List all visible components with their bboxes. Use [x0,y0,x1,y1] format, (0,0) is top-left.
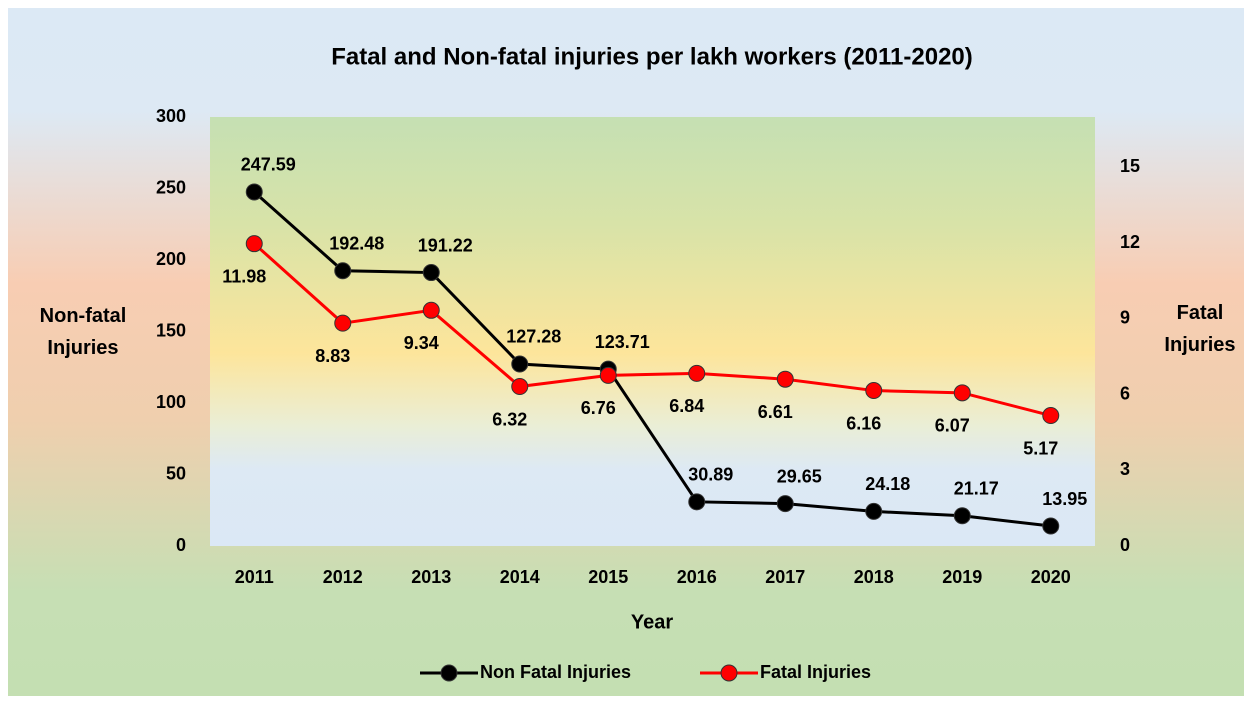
data-label: 192.48 [329,234,384,254]
point [776,370,794,388]
point [599,366,617,384]
point [511,355,529,373]
x-tick-label: 2016 [677,567,717,587]
series-line [253,242,1052,417]
point [776,495,794,513]
y-tick-label: 50 [166,463,186,483]
y-axis-title: Non-fatal Injuries [39,305,127,359]
y-tick-label: 200 [156,249,186,269]
point [422,301,440,319]
legend-marker [720,664,738,682]
y2-tick-label: 0 [1120,535,1130,555]
point [422,264,440,282]
x-tick-label: 2012 [323,567,363,587]
point [334,314,352,332]
data-label: 11.98 [222,266,266,286]
point [1042,407,1060,425]
point [245,235,263,253]
data-label: 6.32 [492,409,527,429]
y2-tick-label: 9 [1120,308,1130,328]
data-label: 13.95 [1042,489,1087,509]
data-label: 127.28 [506,327,561,347]
data-label: 6.84 [669,396,704,416]
data-label: 30.89 [688,465,733,485]
legend-marker [440,664,458,682]
legend-label: Fatal Injuries [760,662,871,682]
x-tick-label: 2015 [588,567,628,587]
y2-tick-label: 3 [1120,459,1130,479]
point [953,507,971,525]
x-tick-label: 2017 [765,567,805,587]
point [334,262,352,280]
point [865,502,883,520]
x-tick-label: 2018 [854,567,894,587]
data-label: 9.34 [404,333,439,353]
y-tick-label: 0 [176,535,186,555]
x-axis-title: Year [631,611,673,633]
legend-label: Non Fatal Injuries [480,662,631,682]
x-tick-label: 2011 [235,567,274,587]
point [865,382,883,400]
data-label: 6.76 [581,398,616,418]
point [511,378,529,396]
x-tick-label: 2013 [411,567,451,587]
point [1042,517,1060,535]
y-tick-label: 150 [156,320,186,340]
chart-title: Fatal and Non-fatal injuries per lakh wo… [331,43,973,70]
data-label: 21.17 [954,478,999,498]
data-label: 6.07 [935,416,970,436]
data-label: 247.59 [241,155,296,175]
data-label: 24.18 [865,474,910,494]
y2-tick-label: 6 [1120,383,1130,403]
point [688,493,706,511]
y-tick-label: 300 [156,106,186,126]
data-label: 6.16 [846,413,881,433]
data-label: 5.17 [1023,438,1058,458]
point [953,384,971,402]
y-tick-label: 250 [156,177,186,197]
y-tick-label: 100 [156,392,186,412]
point [688,364,706,382]
data-label: 8.83 [315,346,350,366]
data-label: 191.22 [418,235,473,255]
series-line [253,190,1051,528]
x-tick-label: 2014 [500,567,540,587]
plot-area [210,117,1095,546]
data-label: 123.71 [595,332,650,352]
point [245,183,263,201]
y2-axis-title: Fatal Injuries [1164,302,1236,356]
y2-tick-label: 12 [1120,232,1140,252]
data-label: 6.61 [758,402,793,422]
x-tick-label: 2019 [942,567,982,587]
data-label: 29.65 [777,466,822,486]
y2-tick-label: 15 [1120,156,1140,176]
x-tick-label: 2020 [1031,567,1071,587]
